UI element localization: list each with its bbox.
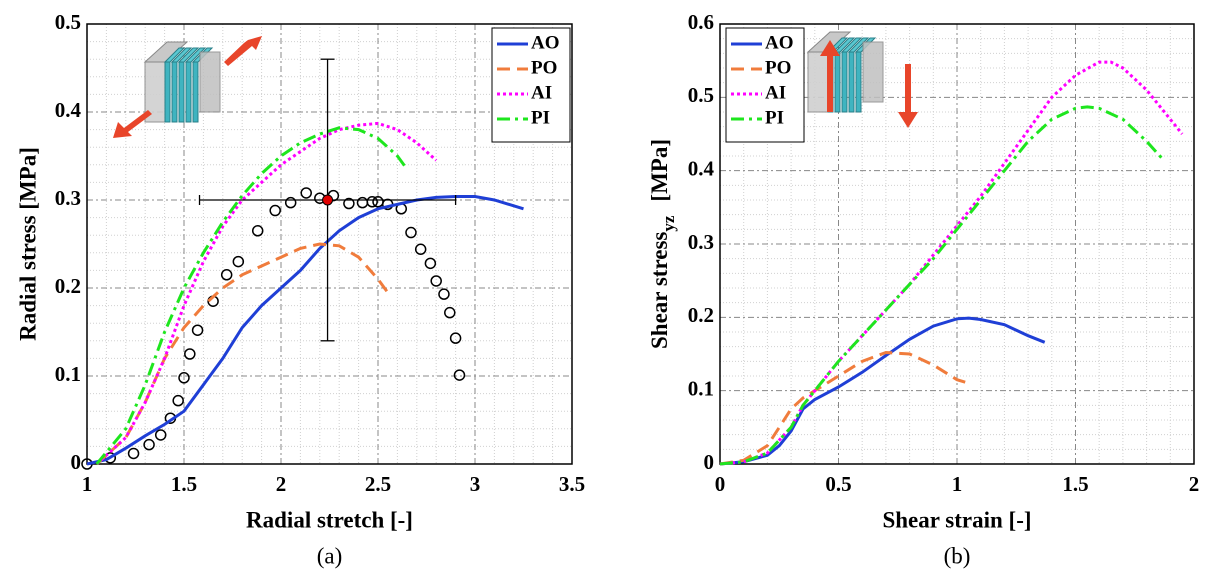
icon-block bbox=[199, 51, 221, 113]
x-tick-label: 1 bbox=[82, 472, 93, 496]
icon-plate bbox=[171, 61, 178, 123]
icon-plate bbox=[185, 61, 192, 123]
icon-plate bbox=[855, 51, 862, 113]
series-line bbox=[719, 316, 1046, 466]
y-tick-label: 0.5 bbox=[55, 10, 81, 34]
x-tick-label: 1.5 bbox=[1062, 472, 1088, 496]
icons bbox=[113, 31, 918, 138]
icon-block bbox=[862, 41, 884, 103]
icon-arrow bbox=[224, 36, 262, 66]
y-axis-label: Radial stress [MPa] bbox=[15, 147, 40, 341]
y-tick-label: 0.4 bbox=[55, 98, 82, 122]
legend-label: PO bbox=[765, 57, 791, 78]
marker bbox=[453, 369, 466, 381]
marker bbox=[343, 197, 355, 210]
series-line bbox=[95, 121, 438, 466]
marker bbox=[154, 429, 167, 441]
caption: (a) bbox=[317, 543, 343, 568]
legend-label: PI bbox=[531, 107, 550, 128]
x-tick-label: 0 bbox=[715, 472, 726, 496]
marker bbox=[251, 225, 264, 237]
marker bbox=[438, 288, 450, 300]
y-tick-label: 0 bbox=[704, 450, 715, 474]
icon-plate bbox=[834, 51, 841, 113]
marker bbox=[414, 243, 427, 256]
x-tick-label: 3.5 bbox=[559, 472, 585, 496]
y-axis-label-unit: [MPa] bbox=[647, 139, 672, 202]
marker bbox=[220, 269, 233, 281]
marker bbox=[405, 226, 417, 239]
series-line bbox=[719, 350, 970, 466]
y-axis-label-sub: yz bbox=[659, 215, 678, 232]
caption: (b) bbox=[944, 543, 971, 568]
y-tick-label: 0.1 bbox=[688, 376, 714, 400]
x-tick-label: 2.5 bbox=[365, 472, 391, 496]
x-tick-label: 1 bbox=[952, 472, 963, 496]
icon-block bbox=[807, 51, 829, 113]
y-tick-label: 0.2 bbox=[688, 303, 714, 327]
marker bbox=[232, 255, 245, 268]
y-axis-label-main: Shear stress bbox=[647, 232, 672, 349]
icon-plate bbox=[164, 61, 171, 123]
y-tick-label: 0.1 bbox=[55, 362, 81, 386]
axes-frame bbox=[86, 23, 573, 465]
y-tick-label: 0.5 bbox=[688, 83, 714, 107]
y-tick-label: 0.3 bbox=[688, 230, 714, 254]
marker bbox=[300, 187, 312, 199]
icon-plate bbox=[848, 51, 855, 113]
marker bbox=[284, 196, 297, 209]
legend-label: PI bbox=[765, 107, 784, 128]
series-line bbox=[719, 105, 1165, 466]
icon-arrow bbox=[113, 110, 152, 138]
marker bbox=[366, 196, 378, 208]
marker bbox=[184, 348, 196, 360]
y-tick-label: 0.4 bbox=[688, 156, 715, 180]
legend-label: AO bbox=[531, 32, 560, 53]
x-tick-label: 0.5 bbox=[825, 472, 851, 496]
legend-box bbox=[491, 27, 571, 143]
legend-box bbox=[725, 27, 805, 143]
marker bbox=[430, 275, 442, 287]
mean-point bbox=[322, 194, 334, 206]
x-tick-label: 2 bbox=[1189, 472, 1200, 496]
legend-label: AI bbox=[531, 82, 552, 103]
y-tick-label: 0.2 bbox=[55, 274, 81, 298]
marker bbox=[143, 438, 155, 451]
y-tick-label: 0.3 bbox=[55, 186, 81, 210]
marker bbox=[449, 332, 462, 344]
x-tick-label: 3 bbox=[470, 472, 481, 496]
marker bbox=[191, 324, 204, 336]
legend-label: AO bbox=[765, 32, 794, 53]
icon-plate bbox=[178, 61, 185, 123]
x-axis-label: Radial stretch [-] bbox=[246, 507, 413, 532]
x-tick-label: 2 bbox=[276, 472, 287, 496]
y-axis-label: Shear stressyz [MPa] bbox=[647, 139, 678, 349]
x-axis-label: Shear strain [-] bbox=[882, 507, 1031, 532]
marker bbox=[424, 257, 437, 270]
y-tick-label: 0 bbox=[71, 450, 82, 474]
icon-plate bbox=[192, 61, 199, 123]
axes-frame bbox=[719, 23, 1195, 465]
icon-arrow bbox=[820, 40, 840, 112]
marker bbox=[269, 204, 281, 217]
icon-arrow bbox=[898, 64, 918, 128]
marker bbox=[172, 394, 184, 407]
series-line bbox=[86, 195, 524, 466]
series-line bbox=[95, 126, 409, 465]
marker bbox=[127, 447, 140, 460]
marker bbox=[178, 372, 190, 384]
y-tick-label: 0.6 bbox=[688, 10, 714, 34]
legend-label: AI bbox=[765, 82, 786, 103]
marker bbox=[444, 306, 456, 319]
legend-label: PO bbox=[531, 57, 557, 78]
x-tick-label: 1.5 bbox=[171, 472, 197, 496]
icon-plate bbox=[841, 51, 848, 113]
